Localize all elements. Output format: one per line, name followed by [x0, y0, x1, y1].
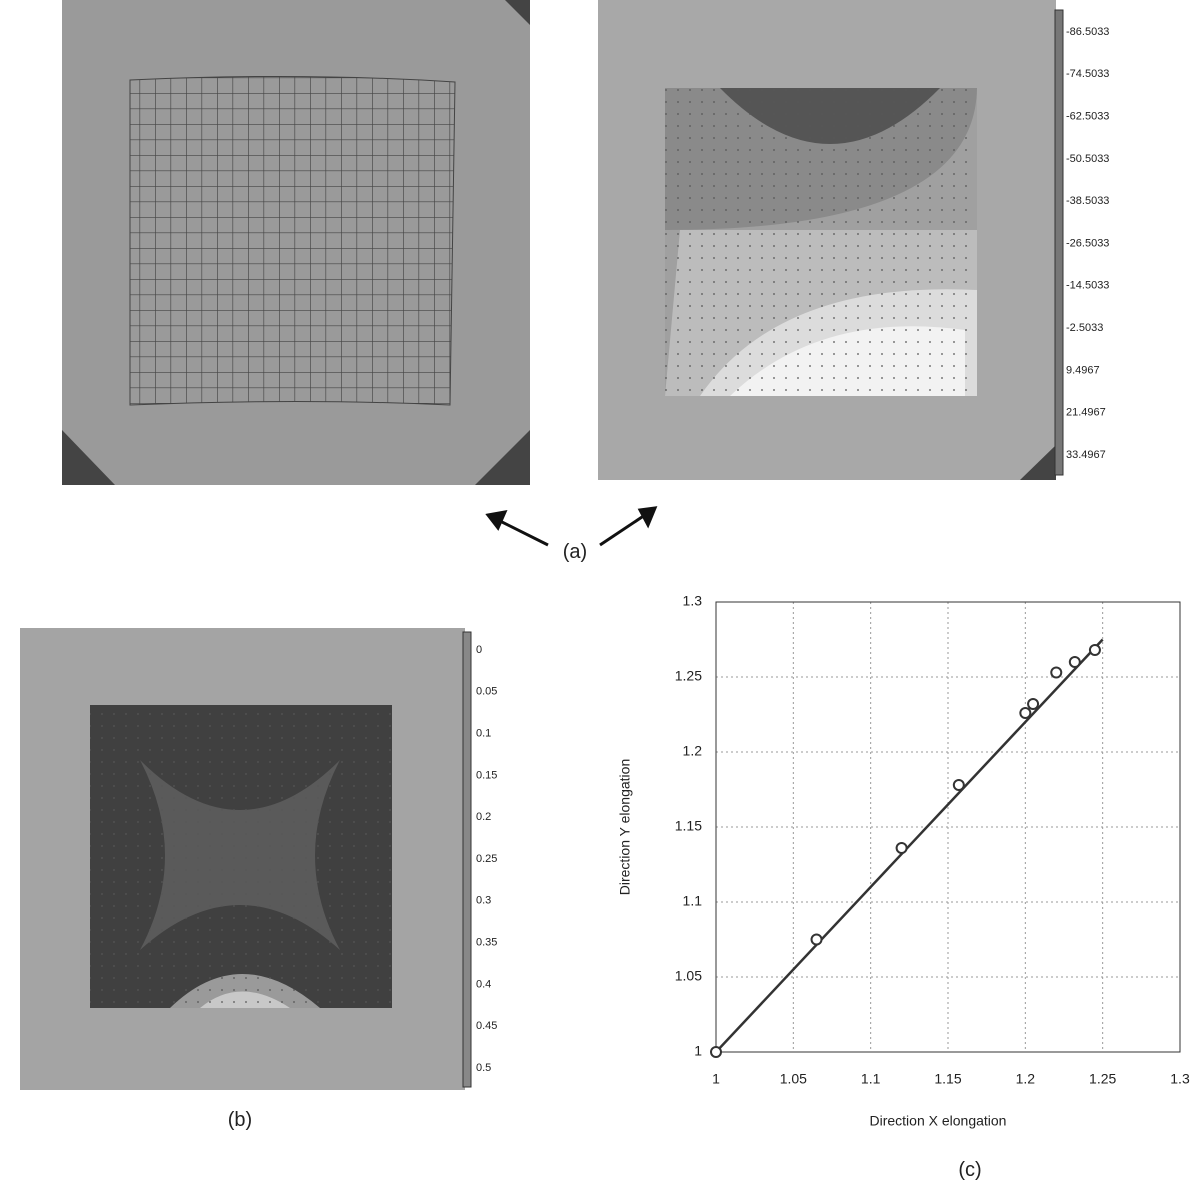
- legend-label: 0: [476, 644, 482, 656]
- x-tick-label: 1.05: [780, 1071, 807, 1087]
- contour-map-a: [598, 0, 1064, 480]
- data-point: [710, 1046, 722, 1058]
- x-tick-label: 1.25: [1089, 1071, 1116, 1087]
- arrows: [485, 506, 658, 547]
- label-b: (b): [228, 1109, 252, 1131]
- legend-label: -2.5033: [1066, 322, 1103, 334]
- legend-label: -38.5033: [1066, 195, 1109, 207]
- x-axis-title: Direction X elongation: [870, 1113, 1007, 1129]
- y-tick-label: 1.05: [675, 968, 702, 984]
- y-tick-label: 1.25: [675, 668, 702, 684]
- legend-label: 21.4967: [1066, 407, 1106, 419]
- legend-label: 0.35: [476, 937, 497, 949]
- plot-frame: [715, 601, 1181, 1053]
- y-tick-label: 1.2: [683, 743, 703, 759]
- legend-label: 0.05: [476, 686, 497, 698]
- x-tick-label: 1.2: [1016, 1071, 1036, 1087]
- legend-label: -86.5033: [1066, 26, 1109, 38]
- y-tick-label: 1.15: [675, 818, 702, 834]
- y-tick-label: 1.1: [683, 893, 703, 909]
- x-tick-label: 1.15: [934, 1071, 961, 1087]
- chart: 1 1.05 1.1 1.15 1.2 1.25 1.3 1 1.05 1.1 1.15 1.2 1.2…: [617, 593, 1190, 1129]
- y-tick-label: 1.3: [683, 593, 703, 609]
- x-tick-label: 1: [712, 1071, 720, 1087]
- legend-label: 0.5: [476, 1062, 491, 1074]
- x-tick-label: 1.3: [1170, 1071, 1190, 1087]
- legend-label: -14.5033: [1066, 280, 1109, 292]
- data-point: [1088, 644, 1101, 656]
- trend-line: [715, 638, 1104, 1053]
- legend-label: 0.1: [476, 728, 491, 740]
- data-point: [810, 933, 823, 946]
- legend-label: 9.4967: [1066, 364, 1100, 376]
- data-point: [1050, 666, 1063, 679]
- legend-label: -74.5033: [1066, 68, 1109, 80]
- data-point: [1027, 698, 1040, 710]
- legend-label: 0.25: [476, 853, 497, 865]
- data-point: [1068, 656, 1081, 668]
- legend-label: 33.4967: [1066, 449, 1106, 461]
- legend-label: 0.3: [476, 895, 491, 907]
- legend-label: -26.5033: [1066, 237, 1109, 249]
- data-point: [895, 842, 908, 854]
- legend-label: 0.4: [476, 978, 491, 990]
- legend-a: -86.5033 -74.5033 -62.5033 -50.5033 -38.5033…: [1066, 26, 1109, 461]
- label-a: (a): [563, 541, 587, 563]
- legend-label: 0.15: [476, 769, 497, 781]
- legend-label: -50.5033: [1066, 153, 1109, 165]
- contour-map-b: [20, 628, 472, 1090]
- legend-b: 0 0.05 0.1 0.15 0.2 0.25 0.3 0.35 0.4 0.45 0.5: [476, 644, 497, 1074]
- y-axis-title: Direction Y elongation: [617, 759, 633, 895]
- data-point: [1019, 707, 1032, 719]
- legend-label: -62.5033: [1066, 111, 1109, 123]
- legend-label: 0.2: [476, 811, 491, 823]
- x-tick-label: 1.1: [861, 1071, 881, 1087]
- data-point: [952, 779, 965, 791]
- y-tick-label: 1: [694, 1043, 702, 1059]
- photo-grid: [62, 0, 530, 485]
- legend-label: 0.45: [476, 1020, 497, 1032]
- label-c: (c): [958, 1159, 981, 1181]
